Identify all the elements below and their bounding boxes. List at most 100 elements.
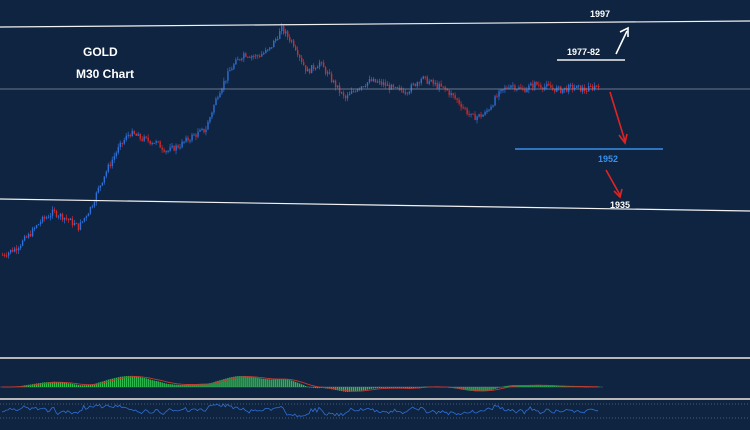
candle-body [69,218,72,221]
candle-body [81,221,84,223]
macd-bar [161,382,163,387]
candle-body [169,147,171,151]
candle-body [560,86,562,93]
macd-bar [113,378,116,387]
candle-body [402,90,405,93]
candle-body [211,112,213,118]
macd-bar [163,383,165,387]
candle-body [289,37,291,42]
macd-bar [350,387,353,392]
candle-body [245,53,247,57]
candle-body [458,99,460,104]
candle-body [422,76,424,79]
macd-bar [189,384,191,387]
macd-bar [554,386,556,387]
macd-bar [386,387,389,388]
macd-bar [265,379,267,387]
macd-bar [566,386,568,388]
macd-bar [398,387,401,389]
candle-body [586,90,588,92]
candle-body [548,83,550,86]
candle-body [510,85,512,88]
candle-body [334,80,337,88]
macd-bar [191,384,193,387]
candle-body [259,56,261,58]
candle-body [330,73,333,82]
macd-bar [171,384,173,387]
macd-bar [237,376,239,387]
macd-bar [388,387,391,389]
candle-body [177,145,179,148]
macd-bar [498,387,500,388]
macd-bar [526,385,528,387]
candle-body [43,216,46,219]
macd-bar [348,387,351,392]
macd-bar [308,387,311,388]
macd-bar [235,376,237,387]
macd-bar [285,379,287,387]
candle-body [105,171,108,177]
candle-body [243,53,245,59]
candle-body [235,59,237,65]
candle-body [37,224,40,226]
macd-bar [193,384,195,387]
macd-bar [159,381,161,387]
macd-bar [297,382,299,387]
candle-body [57,216,60,218]
candle-body [79,222,82,230]
candle-body [484,111,486,115]
candle-body [233,64,235,69]
level-label-1997: 1997 [590,9,610,19]
candle-body [398,87,401,89]
candle-body [223,81,225,89]
macd-bar [470,387,472,391]
candle-body [368,79,371,83]
candle-body [7,252,10,256]
macd-bar [115,377,118,387]
candle-body [145,136,147,138]
candle-body [582,87,584,92]
macd-bar [75,384,78,387]
candle-body [566,87,568,92]
candle-body [378,81,381,83]
macd-bar [312,387,315,388]
rsi-line [1,403,599,418]
macd-bar [143,378,145,387]
macd-bar [372,387,375,389]
candle-body [518,87,520,90]
candle-body [189,140,191,142]
candle-body [544,86,546,90]
candle-body [326,72,329,74]
candle-body [550,85,552,88]
macd-bar [494,387,496,389]
macd-bar [568,386,570,387]
candle-body [492,105,494,107]
candle-body [149,140,151,144]
candle-body [297,50,299,55]
candle-body [454,95,456,99]
candle-body [430,79,432,82]
candle-body [185,137,187,142]
macd-bar [273,379,275,387]
candle-body [163,149,165,152]
macd-bar [69,383,72,387]
macd-bar [586,386,588,388]
candle-body [123,139,125,144]
candle-body [5,255,8,257]
candle-body [41,216,44,223]
macd-bar [177,384,179,387]
macd-bar [506,385,508,387]
candle-body [253,56,255,58]
candle-body [147,137,149,141]
candle-body [167,150,169,152]
macd-bar [183,384,185,387]
candle-body [508,87,510,89]
macd-bar [169,384,171,387]
candle-body [438,83,440,89]
chart-subtitle: M30 Chart [76,67,134,81]
candle-body [241,58,243,60]
macd-bar [482,387,484,392]
candle-body [384,82,387,86]
